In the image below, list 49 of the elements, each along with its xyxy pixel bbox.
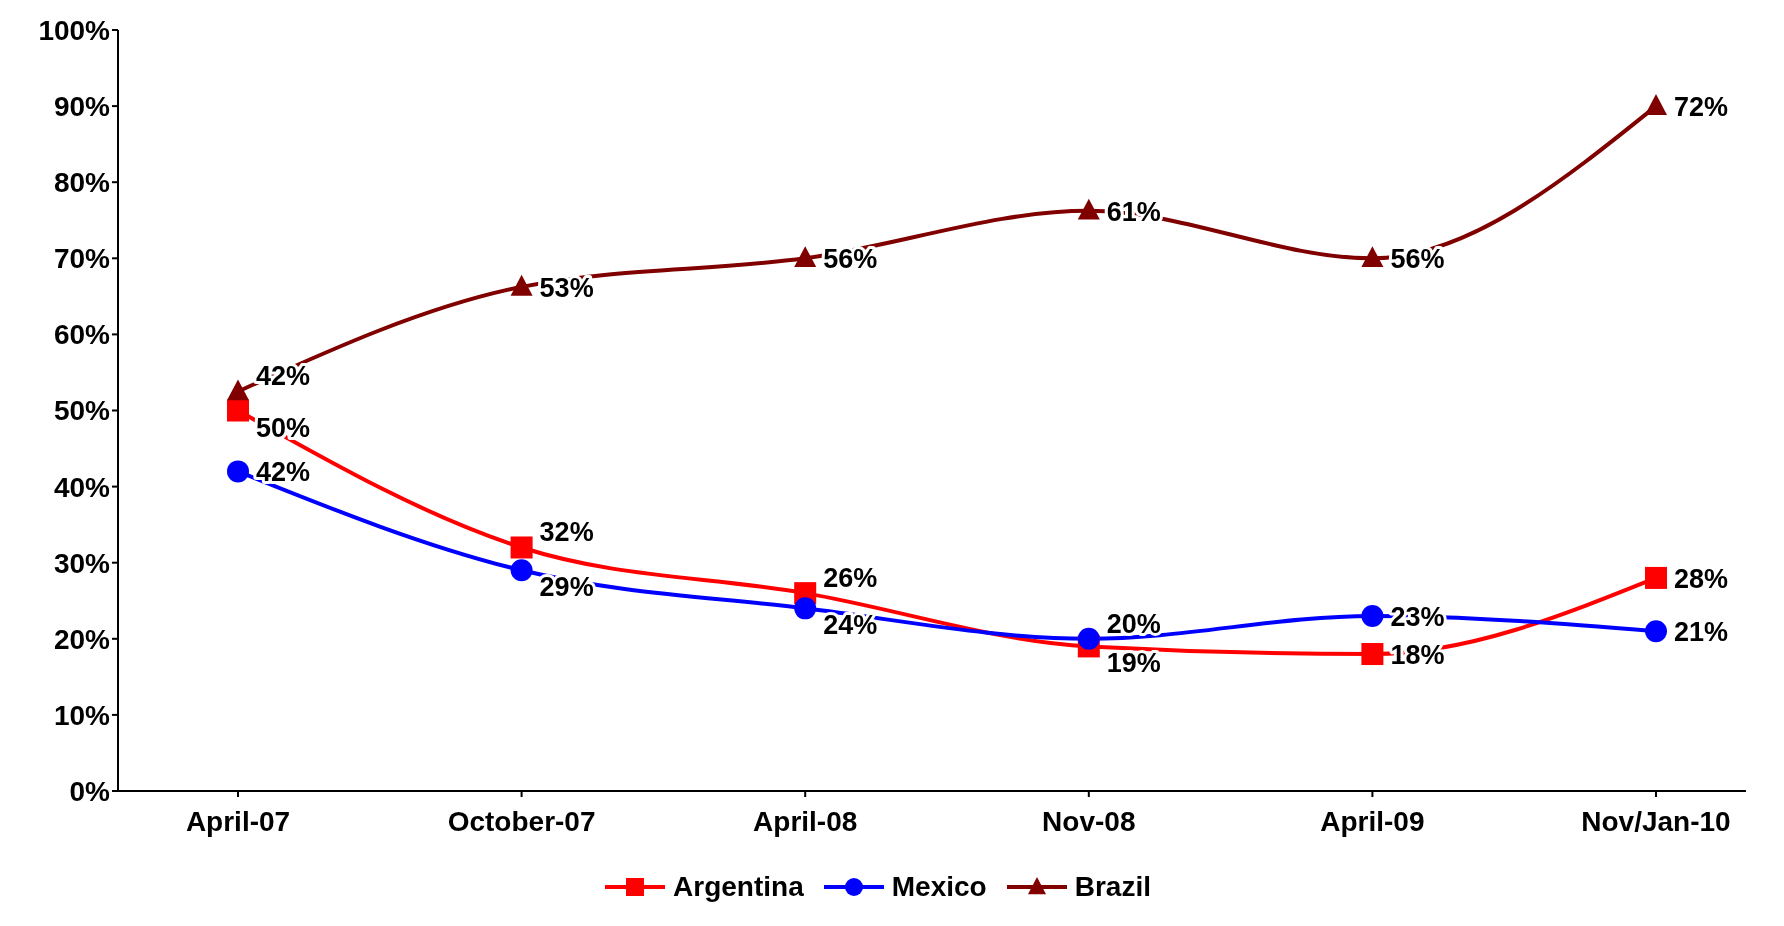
- point: [510, 274, 533, 296]
- point: [794, 597, 817, 620]
- x-tick-label: April-08: [753, 805, 858, 837]
- y-tick-label: 90%: [53, 91, 111, 123]
- data-label: 32%: [539, 517, 594, 548]
- data-label: 42%: [256, 457, 311, 488]
- point: [794, 246, 817, 268]
- point: [1361, 604, 1384, 627]
- x-tick-label: April-09: [1320, 805, 1425, 837]
- y-tick-label: 70%: [53, 243, 111, 275]
- point: [1645, 566, 1667, 589]
- point: [1645, 620, 1667, 643]
- y-tick-label: 30%: [53, 547, 111, 579]
- data-label: 56%: [1390, 244, 1445, 275]
- x-tick-label: April-07: [185, 805, 291, 837]
- data-label: 19%: [1106, 648, 1161, 679]
- x-tick-label: Nov/Jan-10: [1581, 805, 1731, 837]
- point: [510, 536, 533, 559]
- data-label: 72%: [1674, 92, 1729, 123]
- y-tick-label: 40%: [53, 471, 111, 503]
- data-label: 20%: [1106, 608, 1161, 639]
- data-label: 53%: [539, 272, 594, 303]
- data-label: 26%: [823, 563, 878, 594]
- x-tick-label: October-07: [447, 805, 596, 837]
- y-tick-label: 0%: [69, 775, 111, 807]
- point: [1361, 643, 1384, 666]
- point: [1077, 627, 1100, 650]
- point: [1077, 198, 1100, 220]
- y-tick-label: 60%: [53, 319, 111, 351]
- point: [227, 460, 249, 483]
- legend-label: Argentina: [673, 871, 804, 903]
- x-tick-label: Nov-08: [1042, 805, 1136, 837]
- point: [1645, 94, 1667, 115]
- legend-label: Mexico: [891, 871, 987, 903]
- point: [1361, 246, 1384, 268]
- y-tick-label: 50%: [53, 395, 111, 427]
- y-tick-label: 80%: [53, 167, 111, 199]
- data-label: 29%: [539, 572, 594, 603]
- point: [510, 559, 533, 582]
- point: [227, 399, 249, 422]
- data-label: 24%: [823, 610, 878, 641]
- y-tick-label: 100%: [38, 14, 111, 46]
- y-tick-label: 20%: [53, 623, 111, 655]
- data-label: 28%: [1674, 563, 1729, 594]
- data-label: 56%: [823, 244, 878, 275]
- legend-label: Brazil: [1074, 871, 1151, 903]
- y-tick-label: 10%: [53, 699, 111, 731]
- point: [227, 379, 249, 401]
- data-label: 21%: [1674, 617, 1729, 648]
